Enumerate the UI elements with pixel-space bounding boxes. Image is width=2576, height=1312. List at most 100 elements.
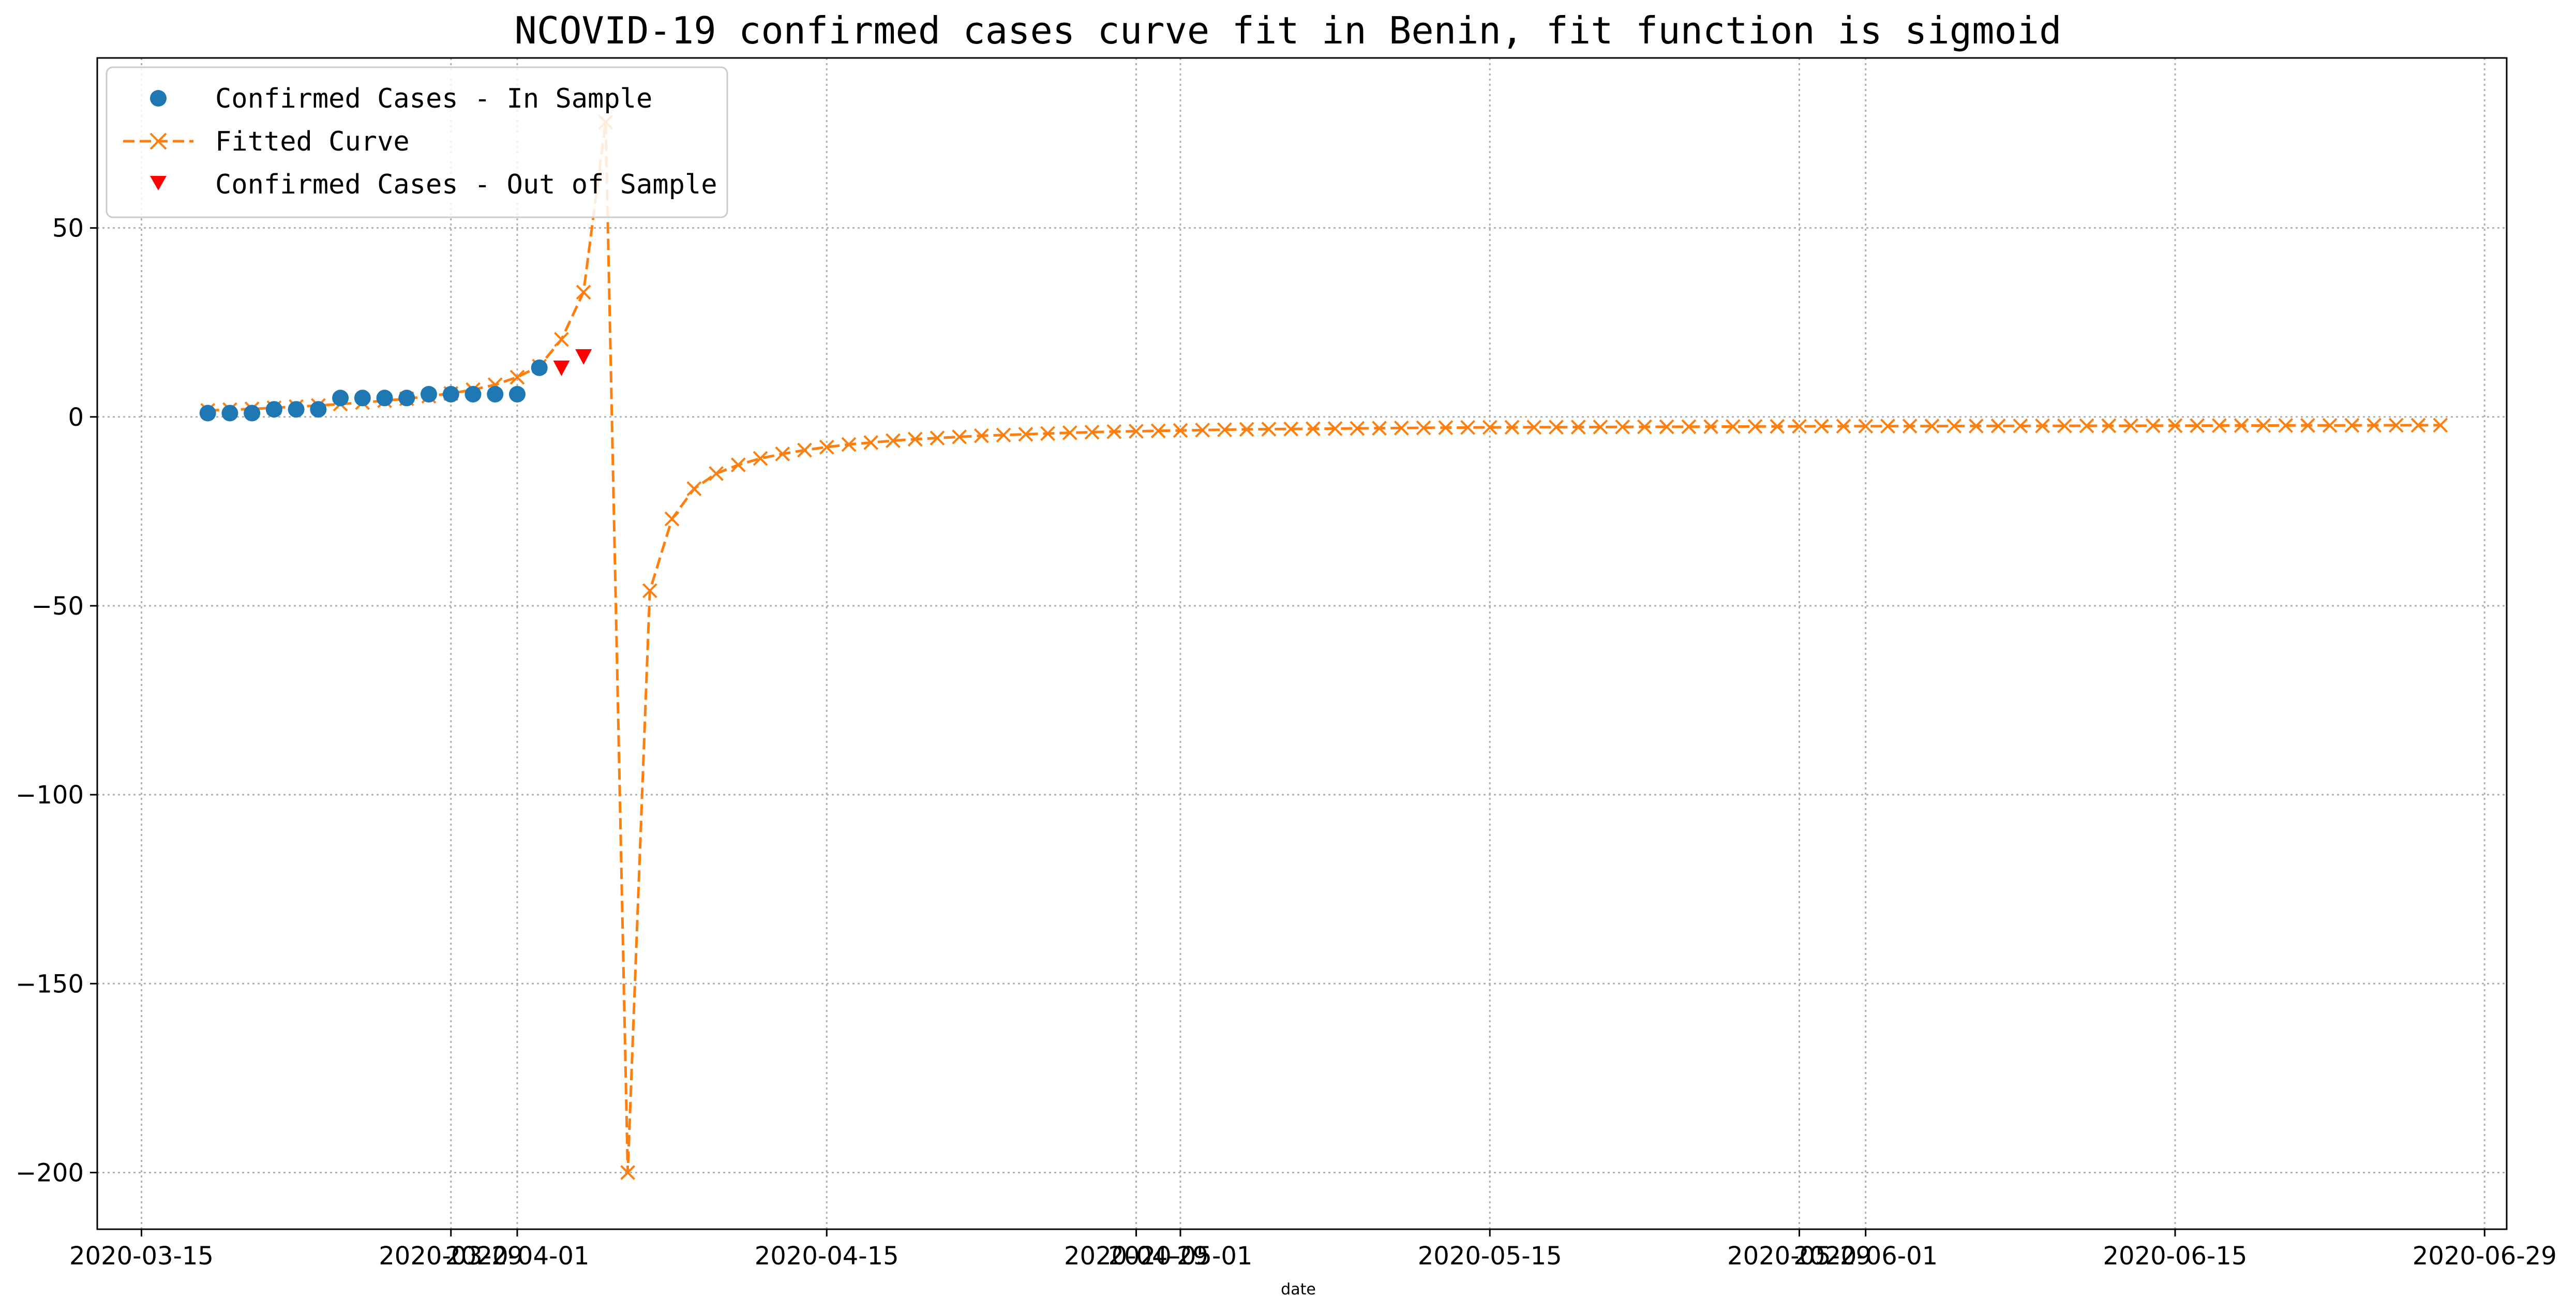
fitted-curve-point: [1261, 422, 1277, 437]
fitted-curve-point: [2344, 418, 2360, 433]
fitted-curve-point: [2035, 418, 2050, 434]
x-tick-label: 2020-04-01: [445, 1242, 589, 1271]
fitted-curve-point: [1106, 424, 1122, 439]
fitted-curve-point: [2410, 418, 2426, 433]
fitted-curve-point: [1062, 425, 1077, 440]
fitted-curve-point: [2190, 418, 2205, 434]
fitted-curve-point: [996, 427, 1011, 443]
fitted-curve-line: [207, 122, 2440, 1173]
in-sample-point: [221, 405, 238, 422]
x-tick-label: 2020-06-01: [1793, 1242, 1938, 1271]
fitted-curve-point: [1703, 419, 1718, 435]
fitted-curve-point: [1615, 419, 1630, 435]
x-tick-label: 2020-04-15: [755, 1242, 899, 1271]
fitted-curve-point: [952, 429, 967, 444]
fitted-curve-point: [2300, 418, 2315, 433]
fitted-curve-point: [930, 430, 945, 446]
fitted-curve-point: [2212, 418, 2227, 434]
fitted-curve-point: [2167, 418, 2183, 434]
in-sample-point: [508, 385, 526, 402]
legend-fitted-marker: [149, 132, 167, 150]
grid-lines: [97, 58, 2507, 1229]
fitted-curve-point: [2123, 418, 2138, 434]
in-sample-point: [265, 401, 282, 418]
fitted-curve-point: [1526, 420, 1542, 435]
fitted-curve-point: [664, 511, 680, 527]
legend-frame: [106, 66, 728, 218]
out-sample-point: [575, 349, 592, 365]
fitted-curve-point: [2367, 418, 2382, 433]
in-sample-point: [531, 359, 548, 376]
in-sample-point: [487, 385, 504, 402]
x-tick-label: 2020-06-29: [2413, 1242, 2557, 1271]
x-tick-label: 2020-05-01: [1108, 1242, 1252, 1271]
x-tick-label: 2020-06-15: [2103, 1242, 2248, 1271]
y-tick-label: −150: [16, 970, 84, 998]
fitted-curve-point: [2079, 418, 2094, 434]
fitted-curve-point: [907, 431, 923, 447]
fitted-curve-point: [1350, 421, 1365, 436]
y-tick-label: −50: [32, 592, 84, 621]
fitted-curve-point: [1040, 426, 1055, 441]
in-sample-point: [288, 401, 305, 418]
fitted-curve-point: [1946, 419, 1962, 434]
fitted-curve-point: [576, 285, 591, 300]
fitted-curve-point: [1327, 421, 1343, 436]
fitted-curve-point: [686, 481, 702, 496]
fitted-curve-point: [1549, 420, 1564, 435]
fitted-curve-point: [753, 451, 768, 466]
fitted-curve-point: [1792, 419, 1807, 434]
fitted-curve-point: [2256, 418, 2271, 433]
fitted-curve-point: [1150, 423, 1166, 439]
fitted-curve-point: [863, 435, 879, 450]
fitted-curve-point: [2145, 418, 2161, 434]
fitted-curve-point: [1725, 419, 1741, 434]
fitted-curve-point: [2278, 418, 2294, 433]
fitted-curve-point: [1416, 420, 1431, 436]
fitted-curve-point: [886, 433, 901, 449]
in-sample-point: [244, 405, 261, 422]
fitted-curve-point: [1990, 418, 2006, 434]
fitted-curve-point: [1836, 419, 1851, 434]
fitted-curve-point: [1460, 420, 1475, 435]
fitted-curve-point: [1084, 424, 1100, 440]
fitted-curve-point: [1173, 423, 1188, 438]
x-tick-label: 2020-05-29: [1727, 1242, 1871, 1271]
fitted-curve-point: [2388, 418, 2404, 433]
fitted-curve-point: [1217, 422, 1232, 438]
plot-series: [199, 114, 2448, 1180]
fitted-curve-point: [1968, 418, 1984, 434]
x-tick-label: 2020-03-15: [69, 1242, 214, 1271]
legend-fitted-label: Fitted Curve: [215, 126, 410, 157]
fitted-curve-point: [1283, 421, 1299, 437]
fitted-curve-point: [1482, 420, 1497, 435]
y-tick-label: 50: [52, 214, 84, 243]
fitted-curve-point: [2322, 418, 2338, 433]
fitted-curve-point: [2433, 418, 2448, 433]
fitted-curve-point: [1570, 420, 1586, 435]
fitted-curve-point: [642, 583, 657, 599]
fitted-curve-point: [775, 446, 790, 461]
fitted-curve-point: [1372, 421, 1387, 436]
fitted-curve-point: [510, 369, 525, 385]
fitted-curve-point: [620, 1165, 636, 1180]
y-tick-label: 0: [68, 403, 84, 432]
fitted-curve-point: [974, 428, 989, 443]
fitted-curve-point: [1902, 419, 1918, 434]
fitted-curve-point: [1814, 419, 1829, 434]
fitted-curve-point: [1504, 420, 1520, 435]
fitted-curve-point: [1195, 422, 1210, 438]
legend-out-sample-marker: [150, 176, 167, 190]
fitted-curve-point: [1770, 419, 1785, 434]
plot-frame: [96, 57, 2508, 1230]
fitted-curve-point: [2234, 418, 2249, 433]
x-tick-label: 2020-04-29: [1064, 1242, 1208, 1271]
fitted-curve-point: [1129, 424, 1144, 439]
fitted-curve-point: [1858, 419, 1874, 434]
in-sample-point: [354, 390, 371, 407]
fitted-curve-point: [730, 457, 746, 472]
chart-title: NCOVID-19 confirmed cases curve fit in B…: [515, 9, 2062, 52]
legend-in-sample-marker: [150, 90, 167, 107]
